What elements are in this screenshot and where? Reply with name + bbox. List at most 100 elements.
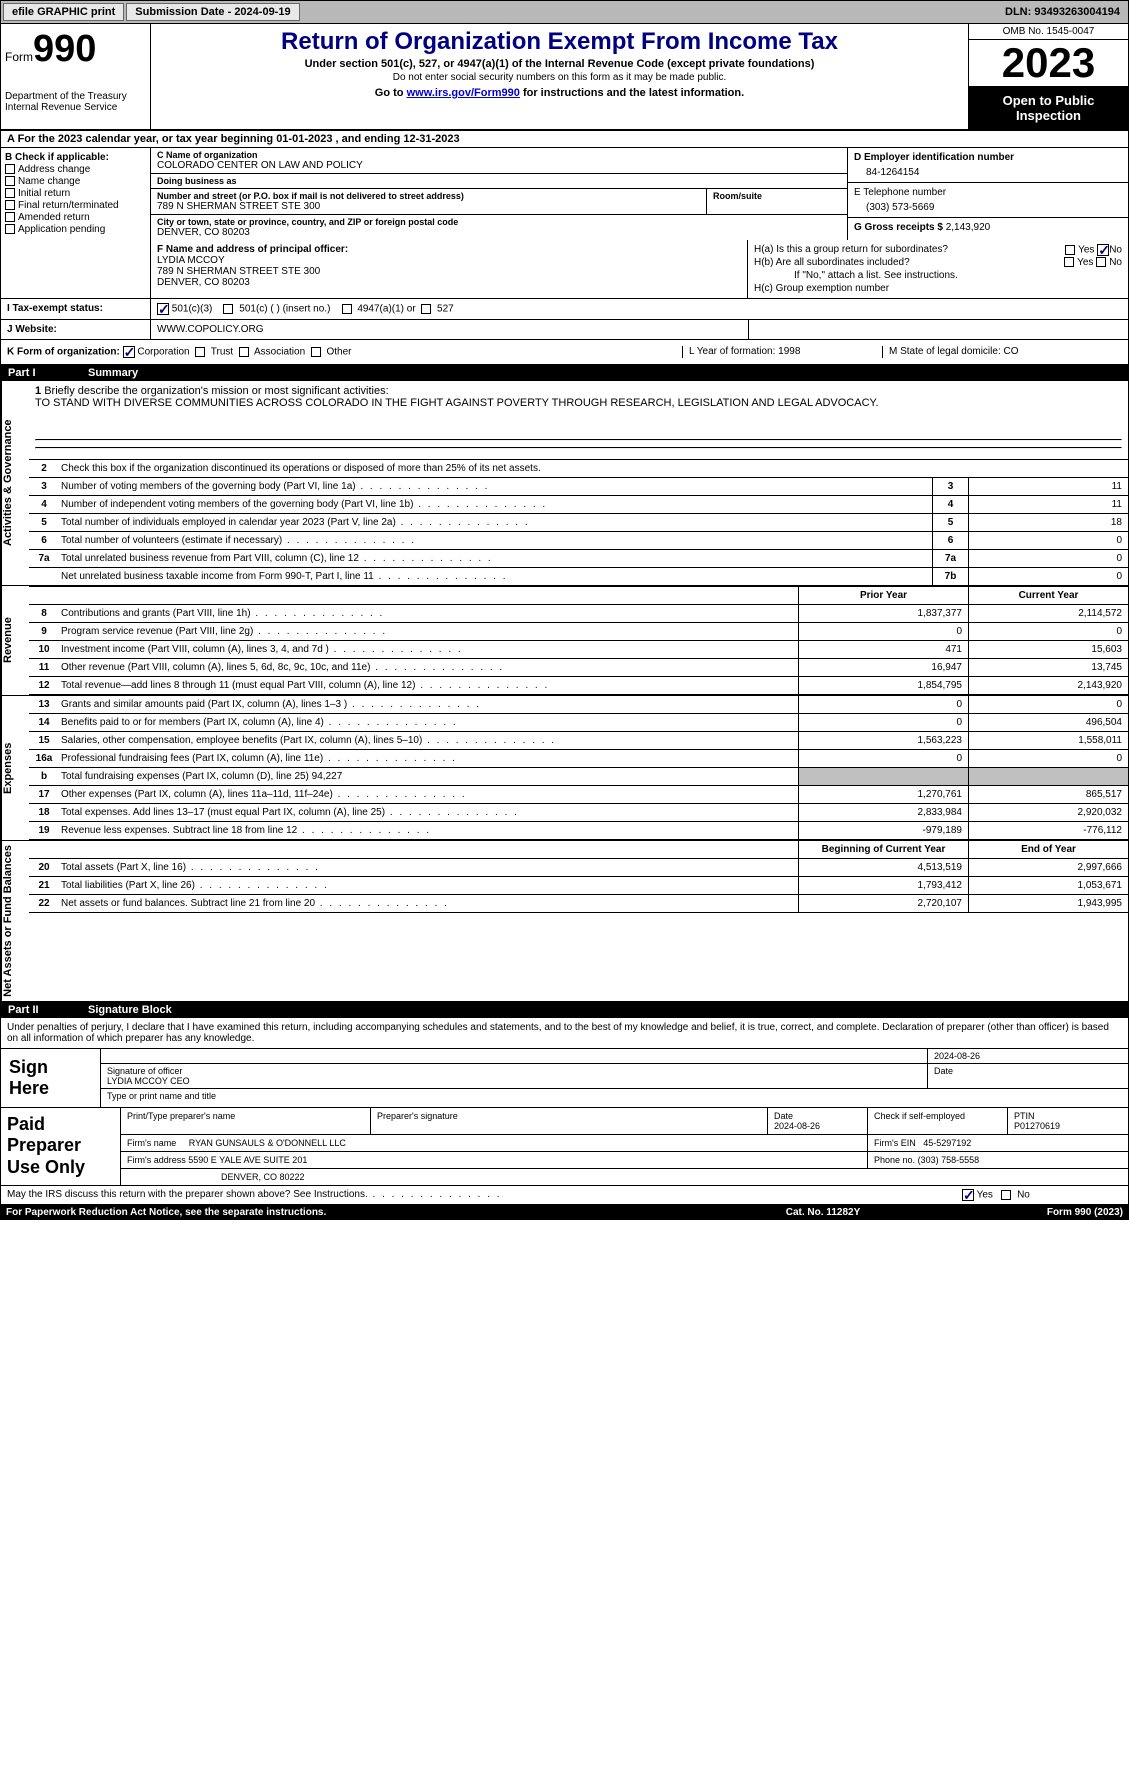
expense-line: 13Grants and similar amounts paid (Part … [29, 696, 1128, 714]
checkbox-initial-return[interactable] [5, 188, 15, 198]
org-name-label: C Name of organization [157, 150, 841, 160]
checkbox-address-change[interactable] [5, 164, 15, 174]
expense-line: 16aProfessional fundraising fees (Part I… [29, 750, 1128, 768]
revenue-line: 9Program service revenue (Part VIII, lin… [29, 623, 1128, 641]
checkbox-527[interactable] [421, 304, 431, 314]
ein-label: D Employer identification number [854, 152, 1122, 163]
ein-value: 84-1264154 [854, 163, 1122, 178]
prior-year-header: Prior Year [798, 587, 968, 604]
discuss-row: May the IRS discuss this return with the… [0, 1186, 1129, 1205]
subtitle-1: Under section 501(c), 527, or 4947(a)(1)… [159, 58, 960, 70]
prep-check-label: Check if self-employed [868, 1108, 1008, 1134]
sign-block: Sign Here 2024-08-26 Signature of office… [0, 1049, 1129, 1108]
netassets-label: Net Assets or Fund Balances [1, 841, 29, 1001]
checkbox-ha-no[interactable] [1097, 244, 1109, 256]
checkbox-other[interactable] [311, 347, 321, 357]
subtitle-2: Do not enter social security numbers on … [159, 72, 960, 83]
section-f: F Name and address of principal officer:… [151, 240, 748, 298]
netassets-line: 20Total assets (Part X, line 16)4,513,51… [29, 859, 1128, 877]
efile-button[interactable]: efile GRAPHIC print [3, 3, 124, 21]
revenue-section: Revenue Prior Year Current Year 8Contrib… [0, 586, 1129, 696]
form-label: Form [5, 50, 33, 64]
inspection-label: Open to Public Inspection [969, 87, 1128, 129]
tax-year: 2023 [969, 40, 1128, 87]
checkbox-501c3[interactable] [157, 303, 169, 315]
summary-line: 6Total number of volunteers (estimate if… [29, 532, 1128, 550]
checkbox-discuss-yes[interactable] [962, 1189, 974, 1201]
phone-value: (303) 573-5669 [854, 198, 1122, 213]
section-b-label: B Check if applicable: [5, 152, 146, 163]
checkbox-final-return[interactable] [5, 200, 15, 210]
checkbox-4947[interactable] [342, 304, 352, 314]
netassets-line: 21Total liabilities (Part X, line 26)1,7… [29, 877, 1128, 895]
room-label: Room/suite [713, 191, 841, 201]
revenue-line: 10Investment income (Part VIII, column (… [29, 641, 1128, 659]
form-title: Return of Organization Exempt From Incom… [159, 28, 960, 56]
summary-line: 4Number of independent voting members of… [29, 496, 1128, 514]
dept-label: Department of the Treasury Internal Reve… [5, 91, 146, 113]
revenue-line: 12Total revenue—add lines 8 through 11 (… [29, 677, 1128, 695]
summary-line: 3Number of voting members of the governi… [29, 478, 1128, 496]
website-value: WWW.COPOLICY.ORG [151, 320, 748, 339]
section-d: D Employer identification number 84-1264… [848, 148, 1128, 240]
section-c: C Name of organization COLORADO CENTER O… [151, 148, 848, 240]
website-label: J Website: [1, 320, 151, 339]
tax-status-row: I Tax-exempt status: 501(c)(3) 501(c) ( … [0, 299, 1129, 320]
street-label: Number and street (or P.O. box if mail i… [157, 191, 700, 201]
checkbox-ha-yes[interactable] [1065, 245, 1075, 255]
checkbox-discuss-no[interactable] [1001, 1190, 1011, 1200]
part-2-header: Part II Signature Block [0, 1002, 1129, 1018]
gross-value: 2,143,920 [946, 222, 991, 233]
city-value: DENVER, CO 80203 [157, 227, 841, 238]
omb-number: OMB No. 1545-0047 [969, 24, 1128, 40]
section-h: H(a) Is this a group return for subordin… [748, 240, 1128, 298]
info-grid: B Check if applicable: Address change Na… [0, 148, 1129, 240]
prep-ptin: P01270619 [1014, 1121, 1060, 1131]
revenue-line: 11Other revenue (Part VIII, column (A), … [29, 659, 1128, 677]
revenue-line: 8Contributions and grants (Part VIII, li… [29, 605, 1128, 623]
checkbox-501c[interactable] [223, 304, 233, 314]
activities-label: Activities & Governance [1, 381, 29, 585]
perjury-text: Under penalties of perjury, I declare th… [0, 1018, 1129, 1049]
expenses-label: Expenses [1, 696, 29, 840]
sign-date: 2024-08-26 [928, 1049, 1128, 1063]
tax-status-label: I Tax-exempt status: [1, 299, 151, 319]
footer-right: Form 990 (2023) [923, 1207, 1123, 1218]
mission-label: Briefly describe the organization's miss… [44, 385, 388, 397]
netassets-line: 22Net assets or fund balances. Subtract … [29, 895, 1128, 913]
officer-street: 789 N SHERMAN STREET STE 300 [157, 266, 741, 277]
prep-print-label: Print/Type preparer's name [121, 1108, 371, 1134]
officer-name: LYDIA MCCOY [157, 255, 741, 266]
state-domicile: M State of legal domicile: CO [882, 346, 1122, 358]
header-right: OMB No. 1545-0047 2023 Open to Public In… [968, 24, 1128, 129]
street-value: 789 N SHERMAN STREET STE 300 [157, 201, 700, 212]
header-center: Return of Organization Exempt From Incom… [151, 24, 968, 129]
firm-name: RYAN GUNSAULS & O'DONNELL LLC [189, 1138, 346, 1148]
form-org-row: K Form of organization: Corporation Trus… [0, 340, 1129, 365]
expense-line: bTotal fundraising expenses (Part IX, co… [29, 768, 1128, 786]
firm-addr1: 5590 E YALE AVE SUITE 201 [188, 1155, 307, 1165]
expense-line: 19Revenue less expenses. Subtract line 1… [29, 822, 1128, 840]
checkbox-name-change[interactable] [5, 176, 15, 186]
checkbox-assoc[interactable] [239, 347, 249, 357]
irs-link[interactable]: www.irs.gov/Form990 [407, 87, 520, 99]
submission-date: Submission Date - 2024-09-19 [126, 3, 299, 21]
firm-ein: 45-5297192 [923, 1138, 971, 1148]
sign-name: LYDIA MCCOY CEO [107, 1076, 921, 1086]
expense-line: 18Total expenses. Add lines 13–17 (must … [29, 804, 1128, 822]
checkbox-trust[interactable] [195, 347, 205, 357]
activities-section: Activities & Governance 1 Briefly descri… [0, 381, 1129, 586]
preparer-block: Paid Preparer Use Only Print/Type prepar… [0, 1108, 1129, 1186]
sign-date-label: Date [928, 1064, 1128, 1088]
current-year-header: Current Year [968, 587, 1128, 604]
row-a-calendar-year: A For the 2023 calendar year, or tax yea… [0, 131, 1129, 148]
footer-mid: Cat. No. 11282Y [723, 1207, 923, 1218]
checkbox-app-pending[interactable] [5, 224, 15, 234]
checkbox-corp[interactable] [123, 346, 135, 358]
officer-row: F Name and address of principal officer:… [0, 240, 1129, 299]
sign-sig-label: Signature of officer [107, 1066, 921, 1076]
footer-left: For Paperwork Reduction Act Notice, see … [6, 1207, 723, 1218]
checkbox-hb-yes[interactable] [1064, 257, 1074, 267]
checkbox-amended[interactable] [5, 212, 15, 222]
netassets-section: Net Assets or Fund Balances Beginning of… [0, 841, 1129, 1002]
